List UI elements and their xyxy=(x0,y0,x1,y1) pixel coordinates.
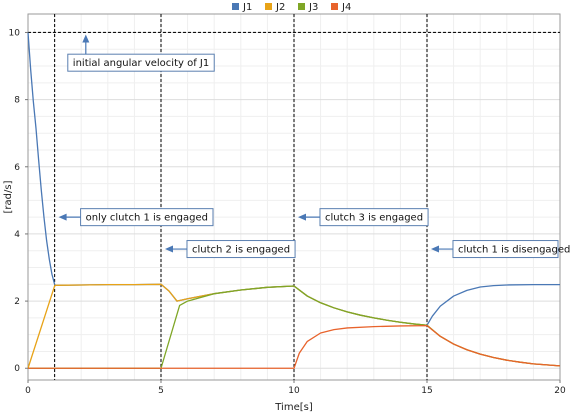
x-tick-label: 0 xyxy=(25,386,31,396)
annotation-text: clutch 1 is disengaged xyxy=(458,245,570,256)
y-tick-label: 2 xyxy=(14,297,20,307)
y-tick-label: 6 xyxy=(14,163,20,173)
annotation: clutch 2 is engaged xyxy=(164,240,296,259)
annotation-text: only clutch 1 is engaged xyxy=(86,213,208,224)
legend-label-j3: J3 xyxy=(308,2,318,13)
x-axis-label: Time[s] xyxy=(274,402,313,413)
x-tick-label: 15 xyxy=(421,386,432,396)
legend-swatch-j4 xyxy=(331,3,338,10)
legend-label-j1: J1 xyxy=(242,2,252,13)
y-tick-label: 8 xyxy=(14,96,20,106)
annotation-box xyxy=(67,53,215,72)
annotation-arrow-head xyxy=(82,34,90,43)
annotation: only clutch 1 is engaged xyxy=(58,208,214,227)
annotation: initial angular velocity of J1 xyxy=(67,34,215,72)
x-tick-label: 20 xyxy=(554,386,566,396)
annotation-arrow-head xyxy=(58,213,67,221)
tick-labels: 0 5 10 15 20 0 2 4 6 8 10 xyxy=(9,28,566,396)
legend: J1 J2 J3 J4 xyxy=(232,2,351,13)
legend-swatch-j2 xyxy=(265,3,272,10)
legend-swatch-j1 xyxy=(232,3,239,10)
x-tick-label: 5 xyxy=(158,386,164,396)
x-tick-label: 10 xyxy=(288,386,300,396)
reference-lines xyxy=(28,14,560,380)
annotation: clutch 3 is engaged xyxy=(297,208,429,227)
legend-swatch-j3 xyxy=(298,3,305,10)
legend-label-j4: J4 xyxy=(341,2,351,13)
series-line-j4 xyxy=(28,324,561,369)
annotations: initial angular velocity of J1 only clutc… xyxy=(58,34,570,259)
annotation-arrow-head xyxy=(297,213,306,221)
y-tick-label: 10 xyxy=(9,28,21,38)
y-tick-label: 4 xyxy=(14,230,20,240)
annotation: clutch 1 is disengaged xyxy=(430,240,570,259)
legend-label-j2: J2 xyxy=(275,2,285,13)
annotation-arrow-head xyxy=(430,245,439,253)
annotation-arrow-head xyxy=(164,245,173,253)
series-lines xyxy=(27,32,561,369)
annotation-text: clutch 3 is engaged xyxy=(325,213,423,224)
y-axis-label: [rad/s] xyxy=(3,180,14,213)
annotation-text: clutch 2 is engaged xyxy=(192,245,290,256)
annotation-text: initial angular velocity of J1 xyxy=(73,58,209,69)
y-tick-label: 0 xyxy=(14,364,20,374)
